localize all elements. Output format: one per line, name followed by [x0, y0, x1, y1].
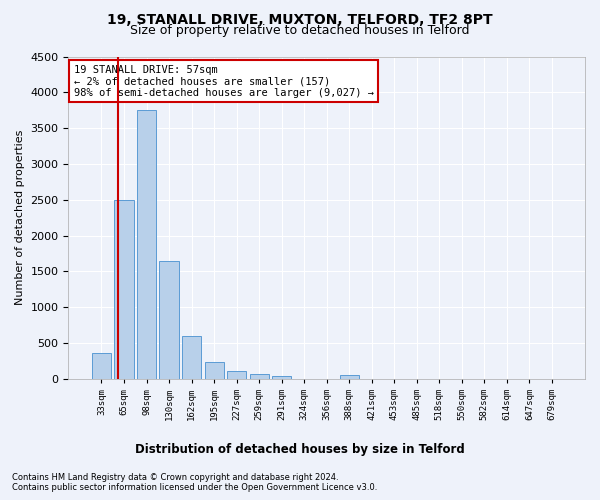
Text: 19, STANALL DRIVE, MUXTON, TELFORD, TF2 8PT: 19, STANALL DRIVE, MUXTON, TELFORD, TF2 … — [107, 12, 493, 26]
Bar — [272, 376, 291, 378]
Y-axis label: Number of detached properties: Number of detached properties — [15, 130, 25, 306]
Bar — [182, 336, 201, 378]
Bar — [160, 260, 179, 378]
Bar — [92, 353, 111, 378]
Bar — [205, 362, 224, 378]
Bar — [137, 110, 156, 378]
Bar — [115, 200, 134, 378]
Text: Contains HM Land Registry data © Crown copyright and database right 2024.: Contains HM Land Registry data © Crown c… — [12, 472, 338, 482]
Text: Distribution of detached houses by size in Telford: Distribution of detached houses by size … — [135, 442, 465, 456]
Bar — [227, 371, 246, 378]
Bar — [340, 375, 359, 378]
Bar — [250, 374, 269, 378]
Text: Size of property relative to detached houses in Telford: Size of property relative to detached ho… — [130, 24, 470, 37]
Text: 19 STANALL DRIVE: 57sqm
← 2% of detached houses are smaller (157)
98% of semi-de: 19 STANALL DRIVE: 57sqm ← 2% of detached… — [74, 64, 374, 98]
Text: Contains public sector information licensed under the Open Government Licence v3: Contains public sector information licen… — [12, 482, 377, 492]
